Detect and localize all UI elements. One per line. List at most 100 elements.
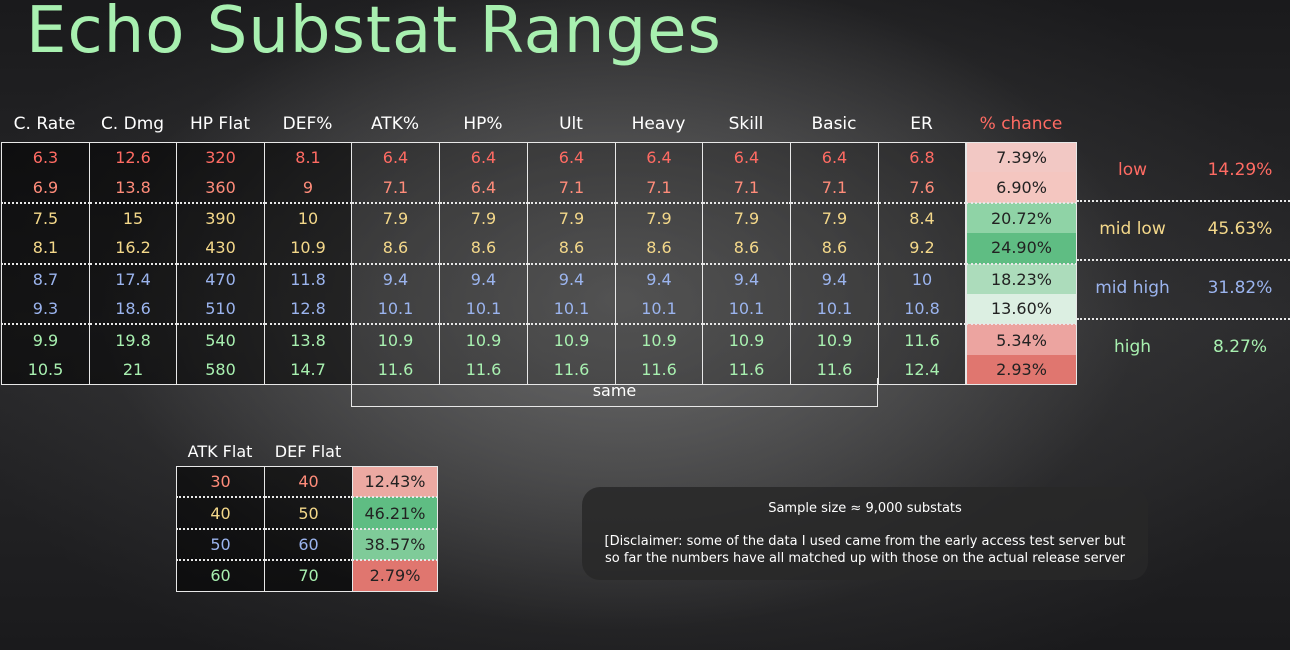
table-cell: 18.6 <box>89 293 177 326</box>
table-cell: 7.1 <box>527 172 616 204</box>
flat-pct-table: 12.43% 46.21% 38.57% 2.79% <box>352 466 438 592</box>
header-crit-rate: C. Rate <box>13 114 76 134</box>
same-bracket: same <box>351 378 878 407</box>
table-cell: 11.8 <box>264 263 352 294</box>
band-label-low: low <box>1117 160 1148 180</box>
flat-pct-row: 12.43% <box>352 466 438 499</box>
flat-cell: 60 <box>176 560 265 592</box>
table-cell: 11.6 <box>439 354 528 386</box>
table-cell: 8.7 <box>1 263 90 294</box>
band-value-mid-low: 45.63% <box>1207 219 1273 239</box>
flat-cell: 70 <box>264 560 353 592</box>
flat-pct-cell: 38.57% <box>352 528 438 562</box>
table-cell: 10.9 <box>439 324 528 355</box>
band-divider <box>1077 259 1290 261</box>
sample-size-text: Sample size ≈ 9,000 substats <box>768 501 962 516</box>
header-basic: Basic <box>811 114 857 134</box>
table-cell: 6.4 <box>439 172 528 204</box>
flat-pct-cell: 46.21% <box>352 497 438 530</box>
flat-row: 50 60 <box>176 528 353 562</box>
table-cell: 7.9 <box>702 202 791 234</box>
header-hp-flat: HP Flat <box>189 114 251 134</box>
flat-pct-row: 46.21% <box>352 497 438 530</box>
band-label-mid-low: mid low <box>1099 219 1166 239</box>
table-cell: 430 <box>176 233 265 265</box>
table-cell: 7.5 <box>1 202 90 234</box>
table-cell: 9.4 <box>615 263 703 294</box>
table-cell: 12.6 <box>89 142 177 173</box>
table-cell: 6.4 <box>615 142 703 173</box>
table-row: 8.1 16.2 430 10.9 8.6 8.6 8.6 8.6 8.6 8.6 9.2 <box>1 233 966 265</box>
table-cell: 8.6 <box>527 233 616 265</box>
table-row: 8.7 17.4 470 11.8 9.4 9.4 9.4 9.4 9.4 9.4 10 <box>1 263 966 294</box>
table-cell: 9.2 <box>878 233 966 265</box>
table-cell: 320 <box>176 142 265 173</box>
flat-cell: 30 <box>176 466 265 499</box>
band-divider <box>1077 200 1290 202</box>
table-cell: 10.9 <box>615 324 703 355</box>
note-box: Sample size ≈ 9,000 substats [Disclaimer… <box>582 487 1148 580</box>
table-cell: 360 <box>176 172 265 204</box>
flat-pct-row: 38.57% <box>352 528 438 562</box>
table-cell: 8.6 <box>439 233 528 265</box>
table-cell: 7.1 <box>790 172 879 204</box>
table-cell: 8.4 <box>878 202 966 234</box>
table-cell: 12.4 <box>878 354 966 386</box>
pct-row: 5.34% <box>966 324 1077 355</box>
header-er: ER <box>910 114 933 134</box>
table-cell: 11.6 <box>527 354 616 386</box>
band-value-mid-high: 31.82% <box>1207 278 1273 298</box>
table-cell: 10.5 <box>1 354 90 386</box>
table-cell: 10.1 <box>527 293 616 326</box>
flat-cell: 50 <box>264 497 353 530</box>
table-cell: 9.4 <box>527 263 616 294</box>
table-row: 7.5 15 390 10 7.9 7.9 7.9 7.9 7.9 7.9 8.4 <box>1 202 966 234</box>
header-ult: Ult <box>559 114 583 134</box>
table-cell: 11.6 <box>351 354 440 386</box>
table-cell: 8.6 <box>351 233 440 265</box>
table-cell: 6.4 <box>351 142 440 173</box>
table-cell: 11.6 <box>790 354 879 386</box>
table-cell: 10 <box>878 263 966 294</box>
table-cell: 7.6 <box>878 172 966 204</box>
table-cell: 6.4 <box>439 142 528 173</box>
table-cell: 9.4 <box>790 263 879 294</box>
table-cell: 7.1 <box>702 172 791 204</box>
pct-row: 6.90% <box>966 172 1077 204</box>
table-cell: 7.1 <box>351 172 440 204</box>
table-row: 6.9 13.8 360 9 7.1 6.4 7.1 7.1 7.1 7.1 7.6 <box>1 172 966 204</box>
table-cell: 10.1 <box>351 293 440 326</box>
table-cell: 7.9 <box>351 202 440 234</box>
header-heavy: Heavy <box>631 114 686 134</box>
table-cell: 8.6 <box>615 233 703 265</box>
table-cell: 8.1 <box>264 142 352 173</box>
table-cell: 7.9 <box>527 202 616 234</box>
table-cell: 10.9 <box>790 324 879 355</box>
table-cell: 12.8 <box>264 293 352 326</box>
table-cell: 8.6 <box>790 233 879 265</box>
table-cell: 21 <box>89 354 177 386</box>
table-cell: 8.1 <box>1 233 90 265</box>
flat-pct-cell: 2.79% <box>352 560 438 592</box>
disclaimer-text: [Disclaimer: some of the data I used cam… <box>582 533 1148 567</box>
table-cell: 540 <box>176 324 265 355</box>
table-cell: 10.9 <box>702 324 791 355</box>
flat-table: 30 40 40 50 50 60 60 70 <box>176 466 353 592</box>
flat-row: 40 50 <box>176 497 353 530</box>
pct-row: 13.60% <box>966 293 1077 326</box>
header-def-flat: DEF Flat <box>274 442 342 461</box>
band-label-mid-high: mid high <box>1095 278 1170 298</box>
flat-cell: 40 <box>264 466 353 499</box>
table-cell: 8.6 <box>702 233 791 265</box>
header-crit-dmg: C. Dmg <box>100 114 165 134</box>
substat-table: 6.3 12.6 320 8.1 6.4 6.4 6.4 6.4 6.4 6.4 6.8 6.9 13.… <box>1 142 966 386</box>
flat-pct-row: 2.79% <box>352 560 438 592</box>
table-cell: 6.3 <box>1 142 90 173</box>
pct-cell: 7.39% <box>966 142 1077 173</box>
table-row: 10.5 21 580 14.7 11.6 11.6 11.6 11.6 11.6 11.6 12.… <box>1 354 966 386</box>
table-cell: 10.9 <box>351 324 440 355</box>
flat-cell: 60 <box>264 528 353 562</box>
table-cell: 11.6 <box>702 354 791 386</box>
table-row: 9.3 18.6 510 12.8 10.1 10.1 10.1 10.1 10.1 10.1 10… <box>1 293 966 326</box>
flat-pct-cell: 12.43% <box>352 466 438 499</box>
